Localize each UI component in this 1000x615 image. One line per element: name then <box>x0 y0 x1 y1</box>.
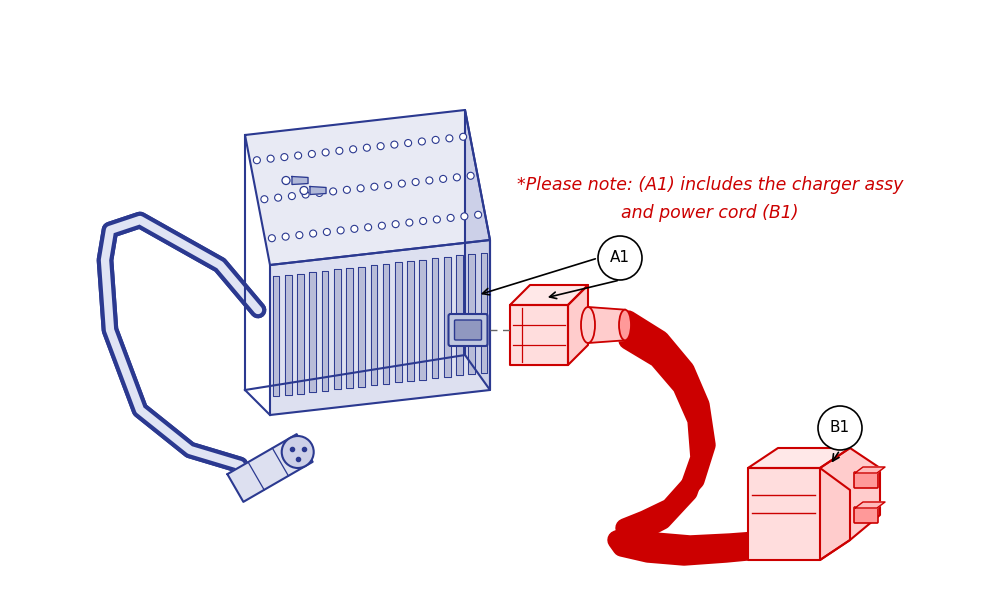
Circle shape <box>392 221 399 228</box>
Polygon shape <box>820 448 880 560</box>
Circle shape <box>268 235 275 242</box>
Circle shape <box>336 148 343 154</box>
Circle shape <box>391 141 398 148</box>
Polygon shape <box>270 240 490 415</box>
Text: A1: A1 <box>610 250 630 266</box>
Circle shape <box>446 135 453 142</box>
FancyBboxPatch shape <box>454 320 482 340</box>
Circle shape <box>385 181 392 189</box>
Polygon shape <box>588 307 625 343</box>
Text: B1: B1 <box>830 421 850 435</box>
Circle shape <box>316 189 323 196</box>
Circle shape <box>818 406 862 450</box>
Polygon shape <box>855 502 885 508</box>
Polygon shape <box>568 285 588 365</box>
Polygon shape <box>419 260 426 379</box>
Circle shape <box>598 236 642 280</box>
Polygon shape <box>748 468 850 560</box>
FancyBboxPatch shape <box>854 507 878 523</box>
Circle shape <box>453 174 460 181</box>
Polygon shape <box>358 266 365 387</box>
Polygon shape <box>465 110 490 390</box>
Circle shape <box>475 212 482 218</box>
Polygon shape <box>310 186 326 194</box>
Circle shape <box>337 227 344 234</box>
Polygon shape <box>346 268 353 388</box>
FancyBboxPatch shape <box>448 314 488 346</box>
Circle shape <box>300 186 308 194</box>
Polygon shape <box>334 269 341 389</box>
Circle shape <box>460 133 467 140</box>
Polygon shape <box>432 258 438 378</box>
Polygon shape <box>510 285 588 305</box>
Polygon shape <box>855 467 885 473</box>
Circle shape <box>330 188 337 195</box>
Circle shape <box>275 194 282 201</box>
Circle shape <box>365 224 372 231</box>
Polygon shape <box>395 263 402 383</box>
Circle shape <box>343 186 350 193</box>
Circle shape <box>295 152 302 159</box>
Circle shape <box>281 154 288 161</box>
Circle shape <box>288 192 295 200</box>
Circle shape <box>351 225 358 232</box>
Ellipse shape <box>619 310 631 340</box>
Circle shape <box>350 146 357 153</box>
Circle shape <box>322 149 329 156</box>
Circle shape <box>461 213 468 220</box>
Polygon shape <box>273 276 279 396</box>
Circle shape <box>371 183 378 190</box>
Polygon shape <box>285 275 292 395</box>
Polygon shape <box>456 255 463 376</box>
Circle shape <box>296 232 303 239</box>
Polygon shape <box>468 254 475 374</box>
Circle shape <box>282 436 314 468</box>
Circle shape <box>433 216 440 223</box>
Text: and power cord (B1): and power cord (B1) <box>621 204 799 222</box>
Circle shape <box>406 219 413 226</box>
Ellipse shape <box>581 307 595 343</box>
Circle shape <box>310 230 317 237</box>
Polygon shape <box>444 257 451 377</box>
Circle shape <box>267 155 274 162</box>
Polygon shape <box>481 253 487 373</box>
Circle shape <box>426 177 433 184</box>
Circle shape <box>308 151 315 157</box>
Polygon shape <box>245 110 490 265</box>
Circle shape <box>323 228 330 236</box>
Circle shape <box>357 184 364 192</box>
Polygon shape <box>227 434 313 502</box>
Circle shape <box>405 140 412 146</box>
Polygon shape <box>383 264 389 384</box>
Circle shape <box>412 178 419 186</box>
Polygon shape <box>322 271 328 391</box>
Polygon shape <box>371 265 377 385</box>
Circle shape <box>282 177 290 184</box>
Polygon shape <box>510 305 568 365</box>
Circle shape <box>302 191 309 198</box>
Circle shape <box>440 175 447 183</box>
Text: *Please note: (A1) includes the charger assy: *Please note: (A1) includes the charger … <box>517 176 903 194</box>
Circle shape <box>432 137 439 143</box>
Polygon shape <box>309 272 316 392</box>
Polygon shape <box>748 448 850 468</box>
Polygon shape <box>292 177 308 184</box>
Circle shape <box>363 145 370 151</box>
Circle shape <box>420 218 427 224</box>
Circle shape <box>467 172 474 180</box>
Circle shape <box>398 180 405 187</box>
Polygon shape <box>297 274 304 394</box>
Circle shape <box>282 233 289 240</box>
Circle shape <box>377 143 384 149</box>
Circle shape <box>418 138 425 145</box>
Circle shape <box>378 222 385 229</box>
Circle shape <box>253 157 260 164</box>
Polygon shape <box>407 261 414 381</box>
Circle shape <box>261 196 268 203</box>
FancyBboxPatch shape <box>854 472 878 488</box>
Circle shape <box>447 215 454 221</box>
